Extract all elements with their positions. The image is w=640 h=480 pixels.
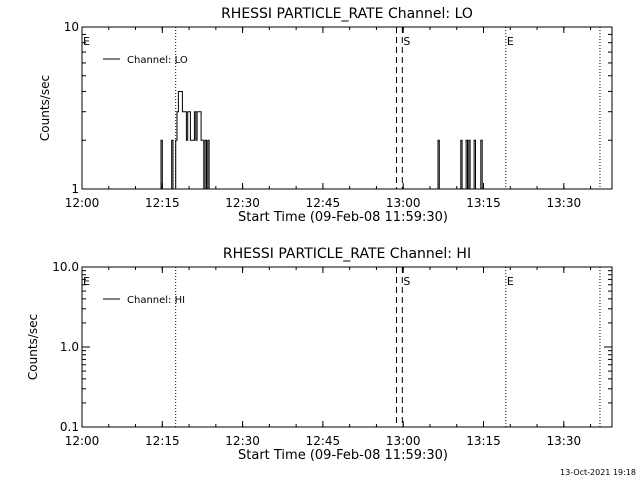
x-tick-label: 13:30	[547, 434, 582, 448]
x-axis-label: Start Time (09-Feb-08 11:59:30)	[238, 448, 448, 463]
x-tick-label: 13:00	[386, 196, 421, 210]
x-tick-label: 12:00	[65, 434, 100, 448]
x-axis-label: Start Time (09-Feb-08 11:59:30)	[238, 210, 448, 225]
x-tick-label: 12:00	[65, 196, 100, 210]
chart-title: RHESSI PARTICLE_RATE Channel: HI	[223, 246, 471, 262]
legend-label: Channel: HI	[127, 295, 185, 306]
x-tick-label: 12:15	[145, 434, 180, 448]
x-tick-label: 12:45	[306, 196, 341, 210]
y-axis-label: Counts/sec	[26, 314, 40, 380]
event-marker-label: E	[507, 35, 514, 48]
y-axis-label: Counts/sec	[38, 75, 52, 141]
legend-label: Channel: LO	[127, 55, 188, 66]
chart-title: RHESSI PARTICLE_RATE Channel: LO	[221, 6, 473, 22]
series-line	[82, 91, 610, 190]
x-tick-label: 12:30	[225, 434, 260, 448]
y-tick-label: 10	[64, 20, 79, 34]
x-tick-label: 12:30	[225, 196, 260, 210]
y-tick-label: 0.1	[60, 420, 79, 434]
x-tick-label: 12:45	[306, 434, 341, 448]
x-tick-label: 13:00	[386, 434, 421, 448]
event-marker-label: S	[403, 275, 410, 288]
x-tick-label: 13:15	[466, 434, 501, 448]
plot-frame	[81, 266, 613, 428]
x-tick-label: 13:30	[547, 196, 582, 210]
y-tick-label: 10.0	[52, 260, 79, 274]
event-marker-label: E	[507, 275, 514, 288]
x-tick-label: 12:15	[145, 196, 180, 210]
timestamp-label: 13-Oct-2021 19:18	[560, 468, 636, 477]
y-tick-label: 1	[71, 182, 79, 196]
event-marker-label: S	[403, 35, 410, 48]
y-tick-label: 1.0	[60, 340, 79, 354]
x-tick-label: 13:15	[466, 196, 501, 210]
event-marker-label: E	[83, 35, 90, 48]
event-marker-label: E	[83, 275, 90, 288]
